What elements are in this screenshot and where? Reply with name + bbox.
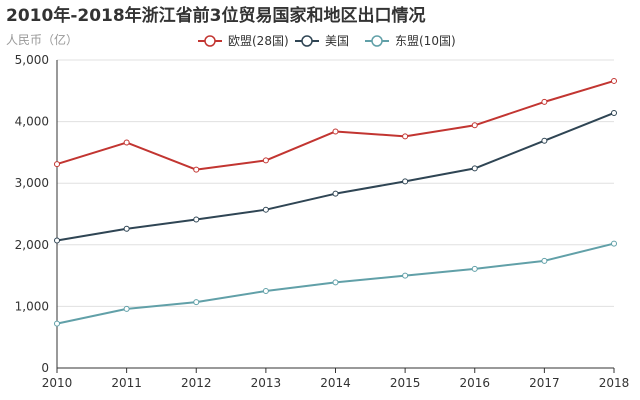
series-point-eu[interactable] xyxy=(332,128,339,135)
series-point-asean[interactable] xyxy=(262,288,269,294)
legend-item-us[interactable]: 美国 xyxy=(295,34,349,48)
legend-item-asean[interactable]: 东盟(10国) xyxy=(365,34,456,48)
y-tick-label: 0 xyxy=(41,361,49,375)
series-point-us[interactable] xyxy=(402,178,409,185)
y-tick-label: 2,000 xyxy=(15,238,49,252)
x-tick-label: 2015 xyxy=(390,376,421,390)
legend-label: 美国 xyxy=(325,34,349,48)
series-point-us[interactable] xyxy=(193,216,200,223)
series-point-us[interactable] xyxy=(262,206,269,213)
series-point-eu[interactable] xyxy=(262,157,269,164)
grid-lines xyxy=(57,59,614,307)
series-point-eu[interactable] xyxy=(471,122,478,129)
legend: 欧盟(28国) 美国 东盟(10国) xyxy=(198,34,456,48)
series-point-asean[interactable] xyxy=(332,279,339,286)
legend-circle-icon xyxy=(371,35,383,47)
series-asean xyxy=(54,240,617,327)
series-point-eu[interactable] xyxy=(123,139,130,146)
series-point-asean[interactable] xyxy=(611,240,617,247)
x-tick-label: 2010 xyxy=(42,376,73,390)
series-point-us[interactable] xyxy=(611,109,617,116)
series-line-eu xyxy=(56,79,615,171)
series-point-asean[interactable] xyxy=(402,272,409,279)
x-tick-label: 2018 xyxy=(599,376,630,390)
axes: 0 1,000 2,000 3,000 4,000 5,000 2010 2011 2012 20… xyxy=(15,53,630,390)
series-eu xyxy=(54,77,617,173)
x-tick-label: 2012 xyxy=(181,376,212,390)
x-tick-label: 2016 xyxy=(459,376,490,390)
series-point-eu[interactable] xyxy=(54,161,60,168)
y-tick-label: 4,000 xyxy=(15,115,49,129)
series-point-eu[interactable] xyxy=(611,77,617,84)
series-point-us[interactable] xyxy=(471,165,478,172)
y-tick-label: 3,000 xyxy=(15,176,49,190)
series-point-us[interactable] xyxy=(541,137,548,144)
x-tick-label: 2014 xyxy=(320,376,351,390)
legend-item-eu[interactable]: 欧盟(28国) xyxy=(198,34,289,48)
series-point-asean[interactable] xyxy=(123,305,130,312)
x-tick-label: 2011 xyxy=(111,376,142,390)
y-tick-label: 1,000 xyxy=(15,299,49,313)
x-tick-label: 2013 xyxy=(251,376,282,390)
series-us xyxy=(54,109,617,244)
series-point-asean[interactable] xyxy=(54,320,60,327)
series-point-us[interactable] xyxy=(123,225,130,232)
series-point-eu[interactable] xyxy=(193,166,200,173)
series-point-asean[interactable] xyxy=(541,257,548,264)
legend-circle-icon xyxy=(301,35,313,47)
y-axis-unit-label: 人民币（亿） xyxy=(6,32,78,47)
series-point-us[interactable] xyxy=(332,190,339,197)
series-point-eu[interactable] xyxy=(541,98,548,105)
legend-label: 欧盟(28国) xyxy=(228,34,289,48)
y-tick-label: 5,000 xyxy=(15,53,49,67)
x-tick-label: 2017 xyxy=(529,376,560,390)
series-point-asean[interactable] xyxy=(193,299,200,306)
series-group xyxy=(54,77,617,327)
legend-circle-icon xyxy=(204,35,216,47)
series-point-eu[interactable] xyxy=(402,133,409,140)
chart-title: 2010年-2018年浙江省前3位贸易国家和地区出口情况 xyxy=(6,5,426,26)
series-point-us[interactable] xyxy=(54,237,60,244)
series-point-asean[interactable] xyxy=(471,265,478,272)
legend-label: 东盟(10国) xyxy=(395,34,456,48)
